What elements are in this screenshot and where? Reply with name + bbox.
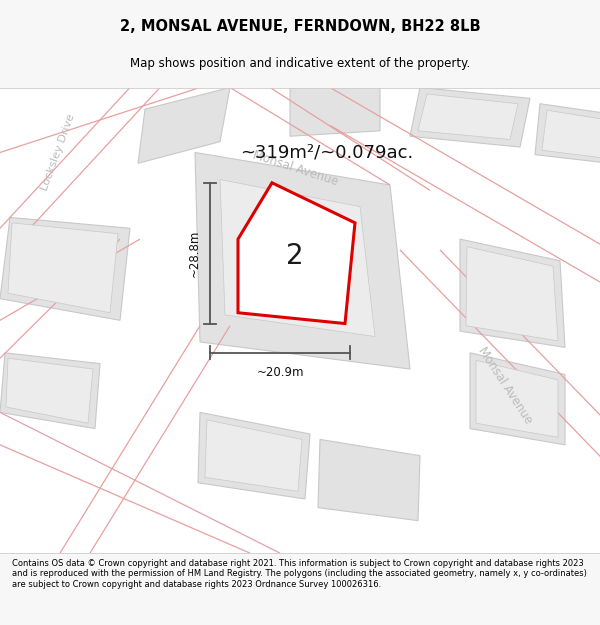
Text: 2: 2 xyxy=(286,242,304,270)
Polygon shape xyxy=(466,247,558,341)
Polygon shape xyxy=(290,88,380,136)
Polygon shape xyxy=(220,179,375,336)
Text: Monsal Avenue: Monsal Avenue xyxy=(475,344,535,426)
Polygon shape xyxy=(6,358,93,423)
Polygon shape xyxy=(542,110,600,158)
Text: Locksley Drive: Locksley Drive xyxy=(40,112,77,192)
Polygon shape xyxy=(138,88,230,163)
Polygon shape xyxy=(195,152,410,369)
Text: Monsal Avenue: Monsal Avenue xyxy=(251,149,340,189)
Text: ~20.9m: ~20.9m xyxy=(256,366,304,379)
Polygon shape xyxy=(0,352,100,429)
Polygon shape xyxy=(0,217,130,320)
Polygon shape xyxy=(418,94,518,139)
Text: ~28.8m: ~28.8m xyxy=(187,229,200,277)
Polygon shape xyxy=(8,223,118,312)
Polygon shape xyxy=(470,352,565,445)
Polygon shape xyxy=(535,104,600,163)
Text: Map shows position and indicative extent of the property.: Map shows position and indicative extent… xyxy=(130,57,470,70)
Polygon shape xyxy=(476,361,558,438)
Polygon shape xyxy=(318,439,420,521)
Text: 2, MONSAL AVENUE, FERNDOWN, BH22 8LB: 2, MONSAL AVENUE, FERNDOWN, BH22 8LB xyxy=(119,19,481,34)
Text: Contains OS data © Crown copyright and database right 2021. This information is : Contains OS data © Crown copyright and d… xyxy=(12,559,587,589)
Text: ~319m²/~0.079ac.: ~319m²/~0.079ac. xyxy=(240,144,413,161)
Polygon shape xyxy=(460,239,565,348)
Polygon shape xyxy=(410,88,530,147)
Polygon shape xyxy=(198,412,310,499)
Polygon shape xyxy=(205,420,302,491)
Polygon shape xyxy=(238,182,355,324)
